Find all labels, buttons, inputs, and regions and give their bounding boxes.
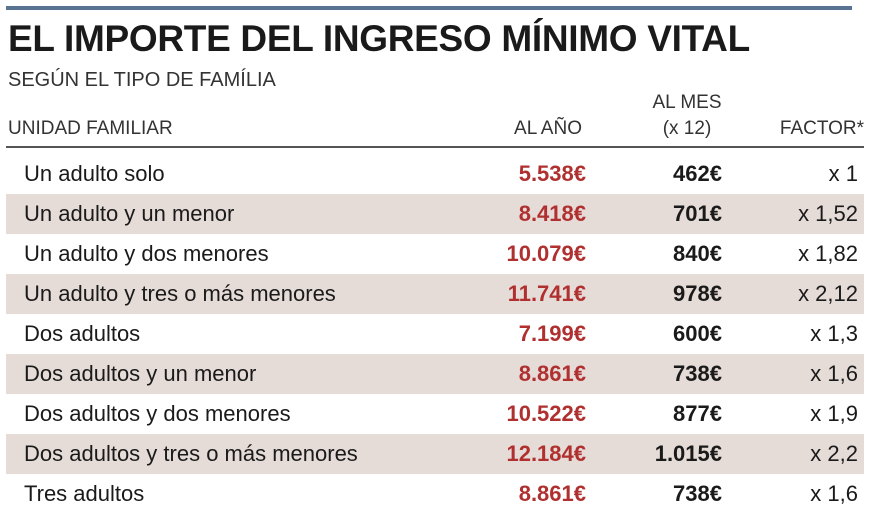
row-anio-value: 11.741€ <box>507 281 586 306</box>
table-body: Un adulto solo 5.538€ 462€ x 1 Un adulto… <box>6 154 864 514</box>
row-mes-value: 738€ <box>673 481 722 506</box>
column-header-mes: AL MES (x 12) <box>622 90 752 142</box>
row-factor-value: x 1,6 <box>810 481 858 506</box>
row-name: Dos adultos y tres o más menores <box>24 441 358 466</box>
column-header-mes-line1: AL MES <box>652 92 722 113</box>
table-row: Tres adultos 8.861€ 738€ x 1,6 <box>6 474 864 514</box>
column-header-mes-line2: (x 12) <box>662 118 712 139</box>
column-header-anio: AL AÑO <box>514 118 582 139</box>
row-factor-value: x 1 <box>828 161 858 186</box>
table-row: Dos adultos y tres o más menores 12.184€… <box>6 434 864 474</box>
row-factor-value: x 2,12 <box>798 281 858 306</box>
header-divider <box>6 146 864 148</box>
row-name: Un adulto solo <box>24 161 165 186</box>
row-mes-value: 978€ <box>673 281 722 306</box>
row-name: Dos adultos y un menor <box>24 361 257 386</box>
row-mes-value: 738€ <box>673 361 722 386</box>
table-row: Un adulto solo 5.538€ 462€ x 1 <box>6 154 864 194</box>
row-anio-value: 10.522€ <box>506 401 586 426</box>
row-factor-value: x 2,2 <box>810 441 858 466</box>
column-header-unidad: UNIDAD FAMILIAR <box>8 118 173 139</box>
row-anio-value: 8.861€ <box>518 361 586 386</box>
table-row: Un adulto y dos menores 10.079€ 840€ x 1… <box>6 234 864 274</box>
row-mes-value: 877€ <box>673 401 722 426</box>
row-anio-value: 8.861€ <box>518 481 586 506</box>
row-mes-value: 1.015€ <box>654 441 722 466</box>
row-anio-value: 8.418€ <box>518 201 586 226</box>
row-mes-value: 462€ <box>673 161 722 186</box>
row-anio-value: 10.079€ <box>506 241 586 266</box>
row-anio-value: 5.538€ <box>518 161 586 186</box>
row-mes-value: 701€ <box>673 201 722 226</box>
table-row: Dos adultos y un menor 8.861€ 738€ x 1,6 <box>6 354 864 394</box>
row-mes-value: 600€ <box>673 321 722 346</box>
row-name: Un adulto y un menor <box>24 201 235 226</box>
row-name: Un adulto y tres o más menores <box>24 281 336 306</box>
table-row: Un adulto y un menor 8.418€ 701€ x 1,52 <box>6 194 864 234</box>
row-name: Un adulto y dos menores <box>24 241 269 266</box>
page-title: EL IMPORTE DEL INGRESO MÍNIMO VITAL <box>8 18 750 59</box>
column-header-factor: FACTOR* <box>779 118 864 139</box>
row-factor-value: x 1,82 <box>798 241 858 266</box>
table-row: Dos adultos 7.199€ 600€ x 1,3 <box>6 314 864 354</box>
page-subtitle: SEGÚN EL TIPO DE FAMÍLIA <box>8 69 276 91</box>
row-name: Tres adultos <box>24 481 145 506</box>
table-row: Dos adultos y dos menores 10.522€ 877€ x… <box>6 394 864 434</box>
row-factor-value: x 1,52 <box>798 201 858 226</box>
row-anio-value: 7.199€ <box>518 321 586 346</box>
row-factor-value: x 1,6 <box>810 361 858 386</box>
row-mes-value: 840€ <box>673 241 722 266</box>
top-accent-rule <box>6 6 852 10</box>
table-row: Un adulto y tres o más menores 11.741€ 9… <box>6 274 864 314</box>
row-anio-value: 12.184€ <box>506 441 586 466</box>
row-factor-value: x 1,9 <box>810 401 858 426</box>
row-factor-value: x 1,3 <box>810 321 858 346</box>
row-name: Dos adultos <box>24 321 141 346</box>
row-name: Dos adultos y dos menores <box>24 401 291 426</box>
